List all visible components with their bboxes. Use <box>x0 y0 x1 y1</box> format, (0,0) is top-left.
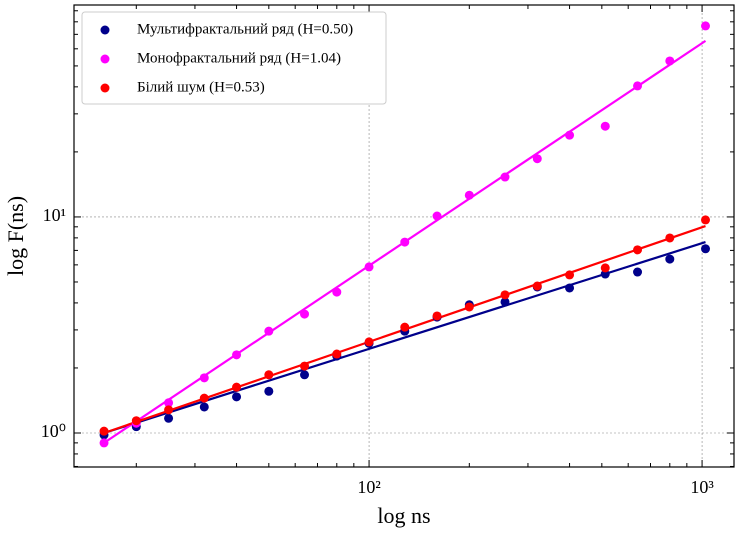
plot-frame <box>73 4 735 468</box>
point <box>264 370 274 380</box>
point <box>164 398 174 408</box>
point <box>332 349 342 359</box>
point <box>232 392 242 402</box>
legend-marker <box>100 54 110 64</box>
point <box>633 245 643 255</box>
point <box>633 81 643 91</box>
point <box>264 326 274 336</box>
point <box>701 215 711 225</box>
point <box>532 281 542 291</box>
point <box>432 311 442 321</box>
point <box>600 121 610 131</box>
legend: Мультифрактальний ряд (H=0.50) Монофракта… <box>81 11 387 105</box>
legend-label: Білий шум (H=0.53) <box>137 79 265 95</box>
point <box>665 254 675 264</box>
point <box>565 270 575 280</box>
point <box>232 382 242 392</box>
point <box>665 56 675 66</box>
point <box>264 386 274 396</box>
point <box>633 267 643 277</box>
point <box>565 283 575 293</box>
point <box>500 297 510 307</box>
legend-label: Монофрактальний ряд (H=1.04) <box>137 50 341 66</box>
legend-marker <box>100 83 110 93</box>
point <box>300 361 310 371</box>
fit-line <box>103 241 706 435</box>
point <box>332 287 342 297</box>
point <box>364 262 374 272</box>
legend-label: Мультифрактальний ряд (H=0.50) <box>137 21 353 37</box>
point <box>432 211 442 221</box>
point <box>232 350 242 360</box>
point <box>464 190 474 200</box>
point <box>400 322 410 332</box>
point <box>500 290 510 300</box>
point <box>199 393 209 403</box>
point <box>665 233 675 243</box>
x-tick-label: 10³ <box>690 477 714 497</box>
point <box>565 130 575 140</box>
point <box>701 21 711 31</box>
point <box>99 426 109 436</box>
point <box>500 172 510 182</box>
point <box>131 416 141 426</box>
point <box>199 402 209 412</box>
point <box>400 237 410 247</box>
point <box>532 154 542 164</box>
y-tick-label: 10¹ <box>43 205 66 225</box>
legend-marker <box>100 25 110 35</box>
point <box>300 370 310 380</box>
point <box>164 413 174 423</box>
point <box>164 405 174 415</box>
point <box>701 244 711 254</box>
point <box>99 438 109 448</box>
point <box>364 337 374 347</box>
legend-box <box>81 11 387 105</box>
point <box>600 263 610 273</box>
point <box>300 309 310 319</box>
x-tick-label: 10² <box>357 477 380 497</box>
point <box>464 302 474 312</box>
point <box>600 269 610 279</box>
y-axis-label: log F(ns) <box>3 196 28 276</box>
y-tick-label: 10⁰ <box>41 421 66 441</box>
x-axis-label: log ns <box>377 503 430 528</box>
point <box>199 373 209 383</box>
